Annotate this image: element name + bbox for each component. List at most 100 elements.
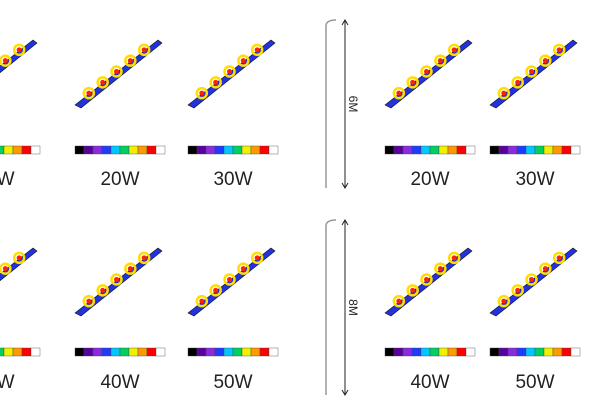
light-spot-core bbox=[424, 277, 429, 282]
light-spot-core bbox=[542, 58, 548, 64]
light-cell: 30W bbox=[187, 39, 279, 190]
color-scale-cell bbox=[110, 145, 121, 155]
color-scale-cell bbox=[128, 145, 139, 155]
light-spot-core bbox=[86, 298, 92, 304]
light-spot bbox=[124, 54, 137, 67]
color-scale-cell bbox=[456, 347, 467, 357]
light-spot-core bbox=[227, 277, 232, 282]
arrow-head bbox=[341, 19, 349, 189]
light-spot-core bbox=[213, 287, 219, 293]
color-scale-cell bbox=[101, 145, 112, 155]
wattage-label: 50W bbox=[213, 372, 252, 393]
light-spot-core bbox=[437, 58, 443, 64]
color-scale-cell bbox=[570, 347, 581, 357]
color-scale-cell bbox=[92, 145, 103, 155]
color-scale-cell bbox=[507, 145, 518, 155]
light-spot-core bbox=[451, 255, 457, 261]
color-scale-cell bbox=[128, 347, 139, 357]
color-scale-cell bbox=[74, 145, 85, 155]
light-spot bbox=[82, 86, 96, 100]
light-spot-core bbox=[410, 287, 416, 293]
pole-figure: 6M bbox=[325, 19, 360, 189]
light-spot bbox=[110, 273, 123, 286]
light-spot bbox=[195, 294, 209, 308]
light-spot-core bbox=[515, 287, 521, 293]
color-scale-cell bbox=[259, 145, 270, 155]
light-spot-core bbox=[127, 266, 133, 272]
color-scale-cell bbox=[411, 145, 422, 155]
color-scale-cell bbox=[507, 347, 518, 357]
color-scale-cell bbox=[420, 347, 431, 357]
color-scale-cell bbox=[250, 347, 261, 357]
light-spot-core bbox=[254, 47, 260, 53]
light-spot bbox=[434, 54, 447, 67]
color-scale-cell bbox=[155, 347, 166, 357]
light-cell: 50W bbox=[187, 247, 279, 393]
light-spot-core bbox=[213, 79, 219, 85]
light-spot-core bbox=[515, 79, 521, 85]
color-scale-cell bbox=[447, 145, 458, 155]
color-scale-cell bbox=[525, 347, 536, 357]
color-scale-cell bbox=[552, 145, 563, 155]
light-spot-core bbox=[410, 79, 416, 85]
color-scale-cell bbox=[3, 145, 14, 155]
light-spot-core bbox=[437, 266, 443, 272]
light-spot-core bbox=[396, 298, 402, 304]
color-scale-cell bbox=[489, 347, 500, 357]
wattage-label: 20W bbox=[410, 169, 449, 190]
color-scale-cell bbox=[214, 145, 225, 155]
light-spot bbox=[195, 86, 209, 100]
color-scale-cell bbox=[196, 145, 207, 155]
color-scale-cell bbox=[0, 347, 5, 357]
light-cell: 20W bbox=[74, 39, 166, 190]
light-spot-core bbox=[2, 58, 8, 64]
color-scale-cell bbox=[498, 347, 509, 357]
color-scale-cell bbox=[465, 145, 476, 155]
light-spot bbox=[552, 43, 566, 57]
light-spot bbox=[497, 294, 511, 308]
light-spot-core bbox=[451, 47, 457, 53]
light-spot bbox=[392, 294, 406, 308]
light-spot bbox=[525, 273, 538, 286]
color-scale-cell bbox=[110, 347, 121, 357]
color-scale-cell bbox=[534, 145, 545, 155]
color-scale-cell bbox=[101, 347, 112, 357]
light-spot bbox=[237, 262, 250, 275]
light-spot-core bbox=[114, 277, 119, 282]
color-scale-cell bbox=[543, 145, 554, 155]
color-scale-cell bbox=[232, 145, 243, 155]
light-spot-core bbox=[199, 298, 205, 304]
light-cell: 40W bbox=[384, 247, 476, 393]
arrow-head bbox=[341, 219, 349, 396]
color-scale-cell bbox=[489, 145, 500, 155]
color-scale-cell bbox=[534, 347, 545, 357]
light-spot-core bbox=[141, 255, 147, 261]
light-spot bbox=[124, 262, 137, 275]
light-spot bbox=[223, 273, 236, 286]
color-scale-cell bbox=[570, 145, 581, 155]
light-spot-core bbox=[501, 90, 507, 96]
light-spot bbox=[12, 251, 26, 265]
pole-arm bbox=[325, 19, 337, 27]
light-spot-core bbox=[141, 47, 147, 53]
wattage-label: 15W bbox=[0, 169, 15, 190]
light-spot-core bbox=[254, 255, 260, 261]
light-spot-core bbox=[396, 90, 402, 96]
color-scale-cell bbox=[12, 347, 23, 357]
light-spot bbox=[137, 43, 151, 57]
light-spot bbox=[392, 86, 406, 100]
light-spot-core bbox=[16, 47, 22, 53]
light-cell: 15W bbox=[0, 39, 41, 190]
height-label: 6M bbox=[346, 96, 360, 113]
light-spot-core bbox=[86, 90, 92, 96]
light-spot bbox=[511, 76, 524, 89]
light-spot-core bbox=[240, 58, 246, 64]
color-scale-cell bbox=[12, 145, 23, 155]
light-spot bbox=[110, 65, 123, 78]
color-scale-cell bbox=[384, 347, 395, 357]
light-spot bbox=[525, 65, 538, 78]
color-scale-cell bbox=[543, 347, 554, 357]
height-label: 8M bbox=[346, 299, 360, 316]
color-scale-cell bbox=[259, 347, 270, 357]
